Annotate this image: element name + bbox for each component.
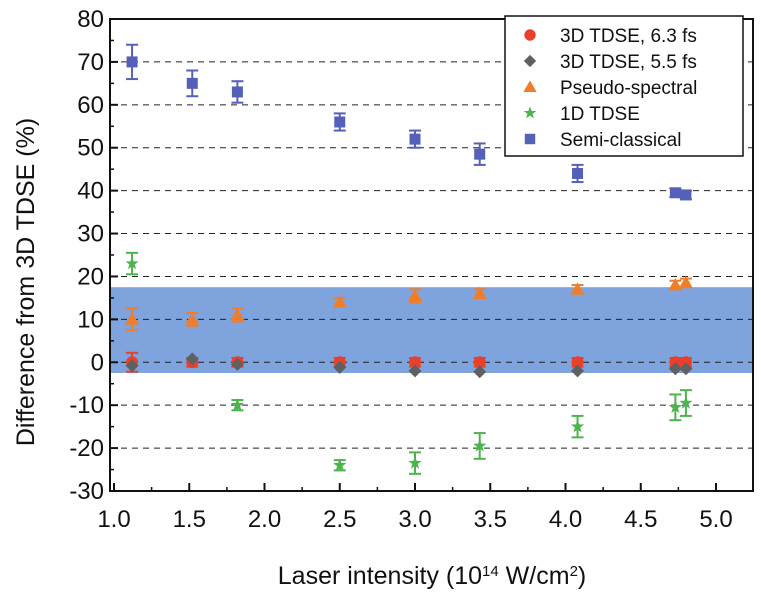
data-layer [125, 43, 693, 475]
legend-marker-1d-tdse [523, 106, 537, 119]
y-tick-label: 30 [77, 221, 104, 248]
point-1d-tdse [408, 456, 422, 469]
point-pseudo-spectral [668, 278, 683, 291]
legend-marker-semi-classical [524, 133, 536, 145]
point-semi-classical [231, 86, 243, 98]
y-axis-title: Difference from 3D TDSE (%) [12, 118, 40, 446]
point-semi-classical [409, 133, 421, 145]
legend-marker-pseudo-spectral [523, 80, 537, 92]
y-tick-label: 20 [77, 263, 104, 290]
axis-layer: -30 -20 -10 0 10 20 30 40 50 60 70 80 1.0 1.5 2.0 2.5 3.… [69, 6, 754, 533]
y-tick-label: -30 [69, 478, 104, 505]
point-1d-tdse [679, 396, 693, 409]
x-axis-title-end: ) [578, 562, 586, 590]
point-3d-tdse-6-3-fs [409, 356, 421, 369]
point-pseudo-spectral [185, 312, 200, 325]
x-axis-title-main: Laser intensity (10 [278, 562, 482, 590]
point-pseudo-spectral [408, 288, 422, 302]
x-axis-title-sup1: 14 [482, 563, 499, 580]
x-tick-label: 4.0 [549, 506, 582, 533]
x-axis-title-mid: W/cm [499, 562, 570, 590]
x-axis-title: Laser intensity (1014 W/cm2) [278, 562, 586, 590]
point-1d-tdse [125, 256, 139, 270]
legend-marker-3d-tdse-5-5-fs [523, 54, 537, 68]
point-semi-classical [126, 56, 138, 68]
point-3d-tdse-5-5-fs [230, 357, 244, 371]
point-1d-tdse [668, 400, 683, 413]
legend-box [504, 15, 744, 157]
point-3d-tdse-5-5-fs [668, 362, 682, 376]
point-3d-tdse-5-5-fs [473, 365, 487, 379]
legend-label-3d-tdse-5-5-fs: 3D TDSE, 5.5 fs [560, 52, 697, 73]
point-3d-tdse-5-5-fs [408, 364, 422, 378]
x-tick-label: 1.0 [97, 506, 130, 533]
point-3d-tdse-6-3-fs [473, 356, 486, 369]
x-tick-label: 1.5 [173, 506, 206, 533]
point-3d-tdse-5-5-fs [125, 359, 139, 373]
y-tick-label: 50 [77, 135, 104, 162]
x-tick-label: 4.5 [624, 506, 657, 533]
point-semi-classical [186, 77, 198, 89]
point-semi-classical [572, 167, 584, 179]
y-tick-label: 60 [77, 92, 104, 119]
point-pseudo-spectral [570, 282, 585, 295]
y-tick-label: 80 [77, 6, 104, 33]
y-tick-label: 0 [91, 349, 104, 376]
legend-label-pseudo-spectral: Pseudo-spectral [560, 78, 697, 99]
x-tick-label: 3.5 [474, 506, 507, 533]
y-tick-label: -10 [69, 392, 104, 419]
point-pseudo-spectral [230, 308, 245, 321]
y-tick-label: -20 [69, 435, 104, 462]
point-pseudo-spectral [125, 312, 140, 325]
point-3d-tdse-5-5-fs [679, 362, 693, 376]
shaded-band-layer [110, 287, 753, 373]
point-3d-tdse-6-3-fs [571, 356, 584, 369]
x-tick-label: 5.0 [699, 506, 732, 533]
point-pseudo-spectral [678, 275, 693, 289]
legend: 3D TDSE, 6.3 fs 3D TDSE, 5.5 fs Pseudo-spe… [504, 15, 744, 157]
point-pseudo-spectral [332, 295, 347, 308]
grid-layer [110, 61, 753, 449]
x-tick-label: 2.0 [248, 506, 281, 533]
legend-label-3d-tdse-6-3-fs: 3D TDSE, 6.3 fs [560, 26, 697, 47]
legend-marker-3d-tdse-6-3-fs [524, 29, 536, 41]
x-axis-title-sup2: 2 [570, 563, 578, 580]
point-3d-tdse-5-5-fs [333, 360, 347, 374]
y-tick-label: 40 [77, 178, 104, 205]
point-1d-tdse [333, 458, 347, 471]
point-1d-tdse [230, 398, 245, 411]
point-semi-classical [474, 148, 486, 160]
point-semi-classical [680, 189, 692, 201]
x-tick-label: 2.5 [323, 506, 356, 533]
point-semi-classical [669, 187, 681, 199]
point-pseudo-spectral [472, 286, 487, 299]
point-3d-tdse-5-5-fs [185, 352, 199, 366]
legend-label-semi-classical: Semi-classical [560, 130, 681, 151]
point-3d-tdse-5-5-fs [571, 364, 585, 378]
point-1d-tdse [570, 419, 585, 433]
x-tick-label: 3.0 [398, 506, 431, 533]
y-tick-label: 70 [77, 49, 104, 76]
legend-label-1d-tdse: 1D TDSE [560, 104, 640, 125]
point-semi-classical [334, 116, 346, 128]
shaded-band [110, 287, 753, 373]
point-1d-tdse [473, 438, 487, 452]
y-tick-label: 10 [77, 306, 104, 333]
